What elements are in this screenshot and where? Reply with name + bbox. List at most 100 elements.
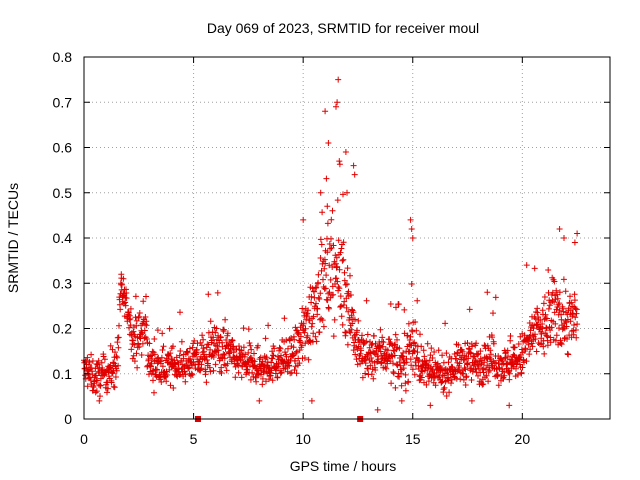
data-point xyxy=(468,377,475,383)
data-point xyxy=(414,297,421,304)
data-point xyxy=(323,272,330,279)
data-point xyxy=(170,385,177,391)
data-point xyxy=(487,351,494,358)
data-point xyxy=(333,264,340,271)
data-point xyxy=(130,328,137,335)
data-point xyxy=(334,278,341,285)
data-point xyxy=(556,226,563,232)
data-point xyxy=(312,333,319,340)
data-point xyxy=(127,322,134,329)
data-point xyxy=(182,378,189,385)
data-point xyxy=(189,362,195,369)
data-point xyxy=(302,325,309,332)
data-point xyxy=(460,357,467,363)
data-point xyxy=(344,265,351,272)
data-point xyxy=(318,315,325,322)
data-point xyxy=(533,348,540,355)
data-point xyxy=(208,337,215,344)
data-point xyxy=(316,296,323,302)
data-point xyxy=(556,307,563,314)
data-point xyxy=(340,239,347,246)
data-point xyxy=(380,339,387,346)
data-point xyxy=(189,344,196,351)
data-point xyxy=(546,302,553,309)
data-point xyxy=(504,347,511,354)
data-point xyxy=(552,320,559,327)
data-point xyxy=(331,316,338,323)
data-point xyxy=(171,360,178,367)
data-point xyxy=(242,351,249,358)
data-point xyxy=(277,345,284,352)
data-point xyxy=(229,337,236,344)
data-point xyxy=(474,351,481,358)
data-point xyxy=(205,291,212,298)
data-point xyxy=(305,307,311,314)
data-point xyxy=(392,331,399,338)
data-point xyxy=(330,333,337,340)
data-point xyxy=(531,265,538,272)
data-point xyxy=(268,359,275,366)
data-point xyxy=(308,397,315,404)
data-point xyxy=(446,389,453,396)
data-point xyxy=(571,322,577,328)
data-point xyxy=(131,358,138,365)
data-point xyxy=(238,347,245,354)
data-point xyxy=(416,357,423,364)
data-point xyxy=(219,343,226,350)
data-point xyxy=(89,358,96,364)
data-point xyxy=(339,321,346,328)
data-point xyxy=(314,311,321,318)
data-point xyxy=(335,76,342,83)
data-point xyxy=(290,352,297,359)
data-point xyxy=(318,241,325,248)
data-point xyxy=(317,255,324,261)
data-point xyxy=(407,333,414,340)
data-point xyxy=(495,360,502,367)
data-point xyxy=(159,347,166,353)
data-point xyxy=(537,317,544,324)
data-point xyxy=(325,140,332,146)
data-point xyxy=(335,237,342,244)
data-point xyxy=(412,319,419,325)
data-point xyxy=(313,338,320,345)
data-point xyxy=(158,379,165,385)
data-point xyxy=(201,348,207,355)
data-point xyxy=(378,360,384,367)
data-point xyxy=(104,385,111,392)
data-point xyxy=(136,343,143,350)
data-point xyxy=(344,341,351,348)
data-point xyxy=(402,371,409,378)
data-point xyxy=(199,332,206,339)
data-point xyxy=(448,380,454,387)
data-point xyxy=(245,326,252,333)
data-point xyxy=(186,345,193,352)
data-point xyxy=(462,382,469,388)
data-point xyxy=(313,284,320,291)
data-point xyxy=(167,350,174,357)
data-point xyxy=(293,370,300,377)
data-point xyxy=(393,304,399,311)
data-point xyxy=(248,346,255,353)
data-point xyxy=(150,377,156,384)
data-point xyxy=(336,161,343,168)
data-point xyxy=(334,99,341,106)
data-point xyxy=(398,397,405,404)
data-point xyxy=(341,269,348,276)
data-point xyxy=(571,291,578,298)
data-point xyxy=(322,108,329,115)
data-point xyxy=(386,336,393,343)
data-point xyxy=(236,343,242,350)
data-point xyxy=(370,348,376,355)
data-point xyxy=(357,350,364,357)
data-point xyxy=(286,337,293,344)
data-point xyxy=(269,355,276,362)
data-point xyxy=(538,330,545,337)
data-point xyxy=(109,369,116,376)
data-point xyxy=(218,364,225,371)
data-point xyxy=(508,356,515,363)
data-point xyxy=(100,353,107,360)
data-point xyxy=(518,369,525,376)
data-point xyxy=(97,382,104,389)
data-point xyxy=(126,312,133,319)
data-point xyxy=(338,303,345,309)
